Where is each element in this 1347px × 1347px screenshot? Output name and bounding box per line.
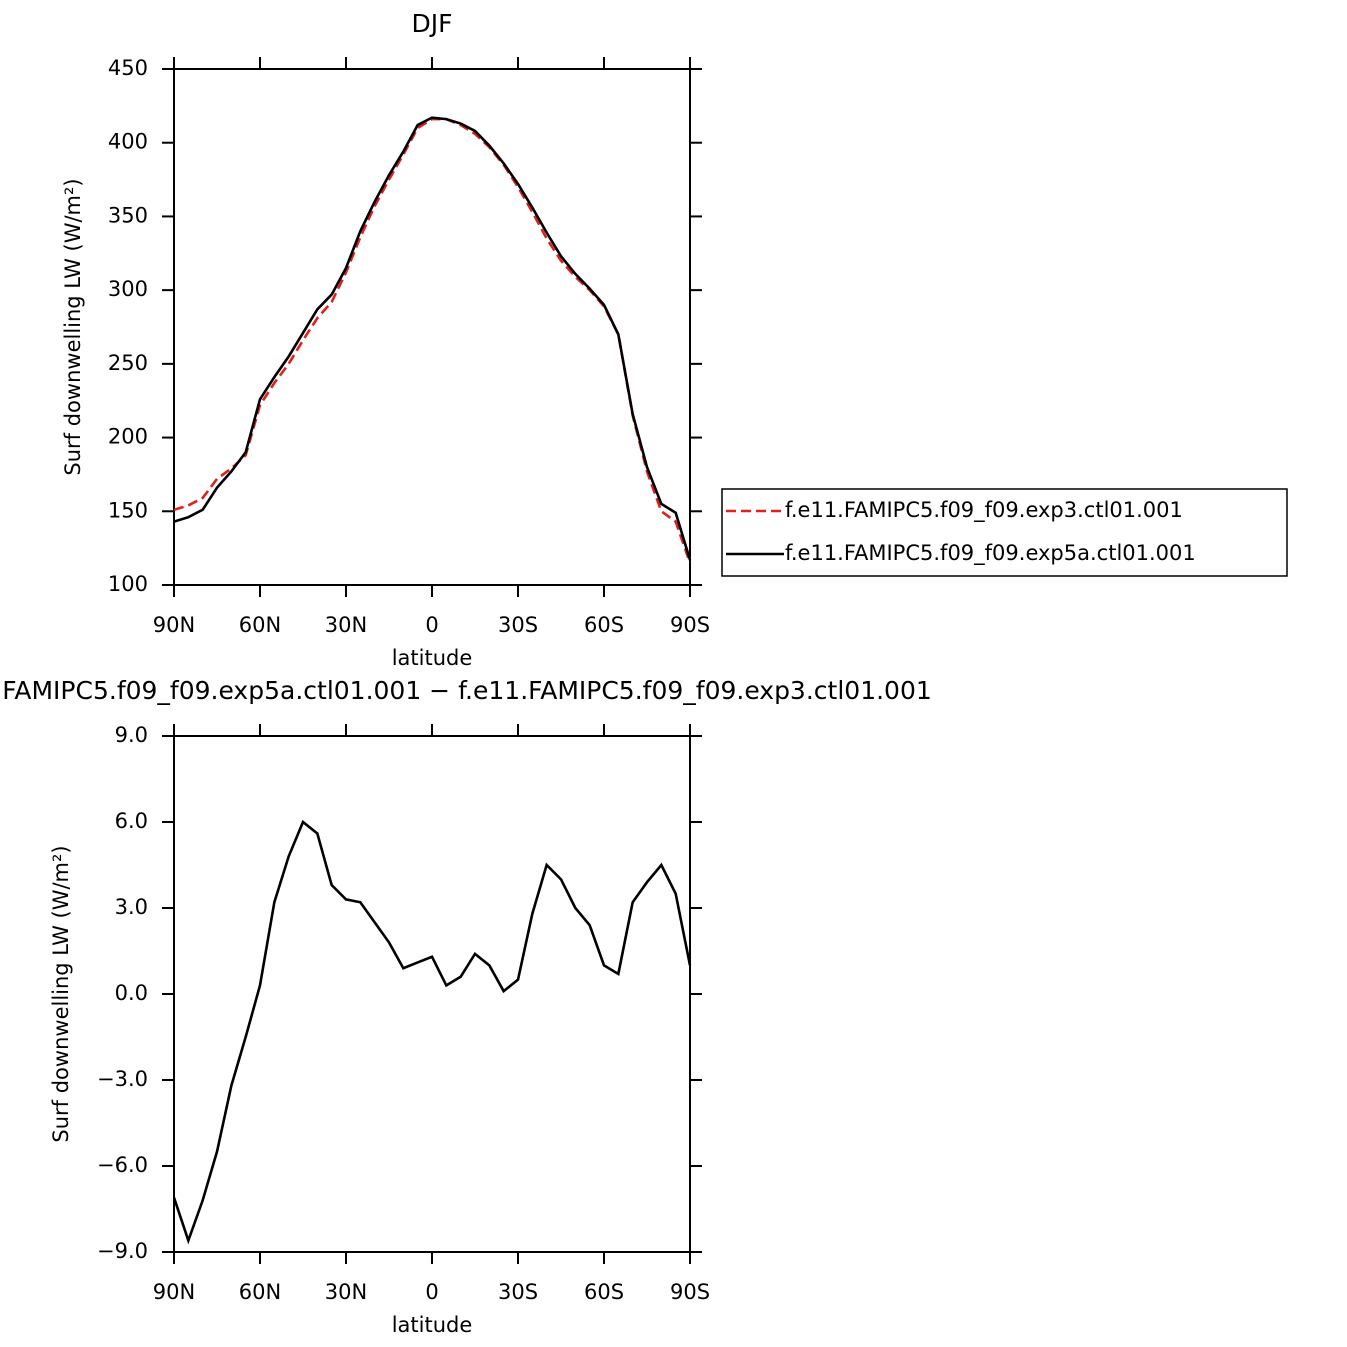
y-tick-label: −3.0	[97, 1067, 148, 1091]
x-tick-label: 30N	[325, 613, 367, 637]
y-tick-label: 9.0	[115, 723, 148, 747]
x-tick-label: 30N	[325, 1280, 367, 1304]
y-tick-label: 150	[108, 498, 148, 522]
y-tick-label: 300	[108, 277, 148, 301]
x-tick-label: 0	[425, 613, 438, 637]
chart-title: DJF	[411, 9, 452, 38]
y-tick-label: 350	[108, 203, 148, 227]
legend-label: f.e11.FAMIPC5.f09_f09.exp5a.ctl01.001	[785, 541, 1196, 566]
y-axis-label: Surf downwelling LW (W/m²)	[61, 178, 85, 475]
x-tick-label: 60N	[239, 613, 281, 637]
x-tick-label: 30S	[498, 1280, 538, 1304]
data-line	[173, 117, 692, 564]
x-tick-label: 90N	[153, 613, 195, 637]
y-tick-label: −6.0	[97, 1153, 148, 1177]
x-tick-label: 0	[425, 1280, 438, 1304]
data-line	[172, 819, 692, 1245]
plot-frame	[173, 735, 691, 1253]
y-tick-label: 400	[108, 130, 148, 154]
plot-frame	[173, 68, 691, 586]
data-line	[173, 116, 692, 561]
y-axis-label: Surf downwelling LW (W/m²)	[49, 845, 73, 1142]
y-tick-label: 0.0	[115, 981, 148, 1005]
chart-title: f.e11.FAMIPC5.f09_f09.exp5a.ctl01.001 − …	[0, 676, 932, 705]
x-axis-label: latitude	[392, 1313, 473, 1337]
y-tick-label: 250	[108, 351, 148, 375]
y-tick-label: 6.0	[115, 809, 148, 833]
y-tick-label: 100	[108, 572, 148, 596]
x-tick-label: 90N	[153, 1280, 195, 1304]
legend-label: f.e11.FAMIPC5.f09_f09.exp3.ctl01.001	[785, 498, 1183, 523]
y-tick-label: 450	[108, 56, 148, 80]
legend-box	[721, 488, 1288, 577]
y-tick-label: 3.0	[115, 895, 148, 919]
x-tick-label: 60S	[584, 1280, 624, 1304]
x-axis-label: latitude	[392, 646, 473, 670]
y-tick-label: 200	[108, 425, 148, 449]
y-tick-label: −9.0	[97, 1239, 148, 1263]
x-tick-label: 60N	[239, 1280, 281, 1304]
x-tick-label: 90S	[670, 1280, 710, 1304]
x-tick-label: 30S	[498, 613, 538, 637]
x-tick-label: 90S	[670, 613, 710, 637]
x-tick-label: 60S	[584, 613, 624, 637]
